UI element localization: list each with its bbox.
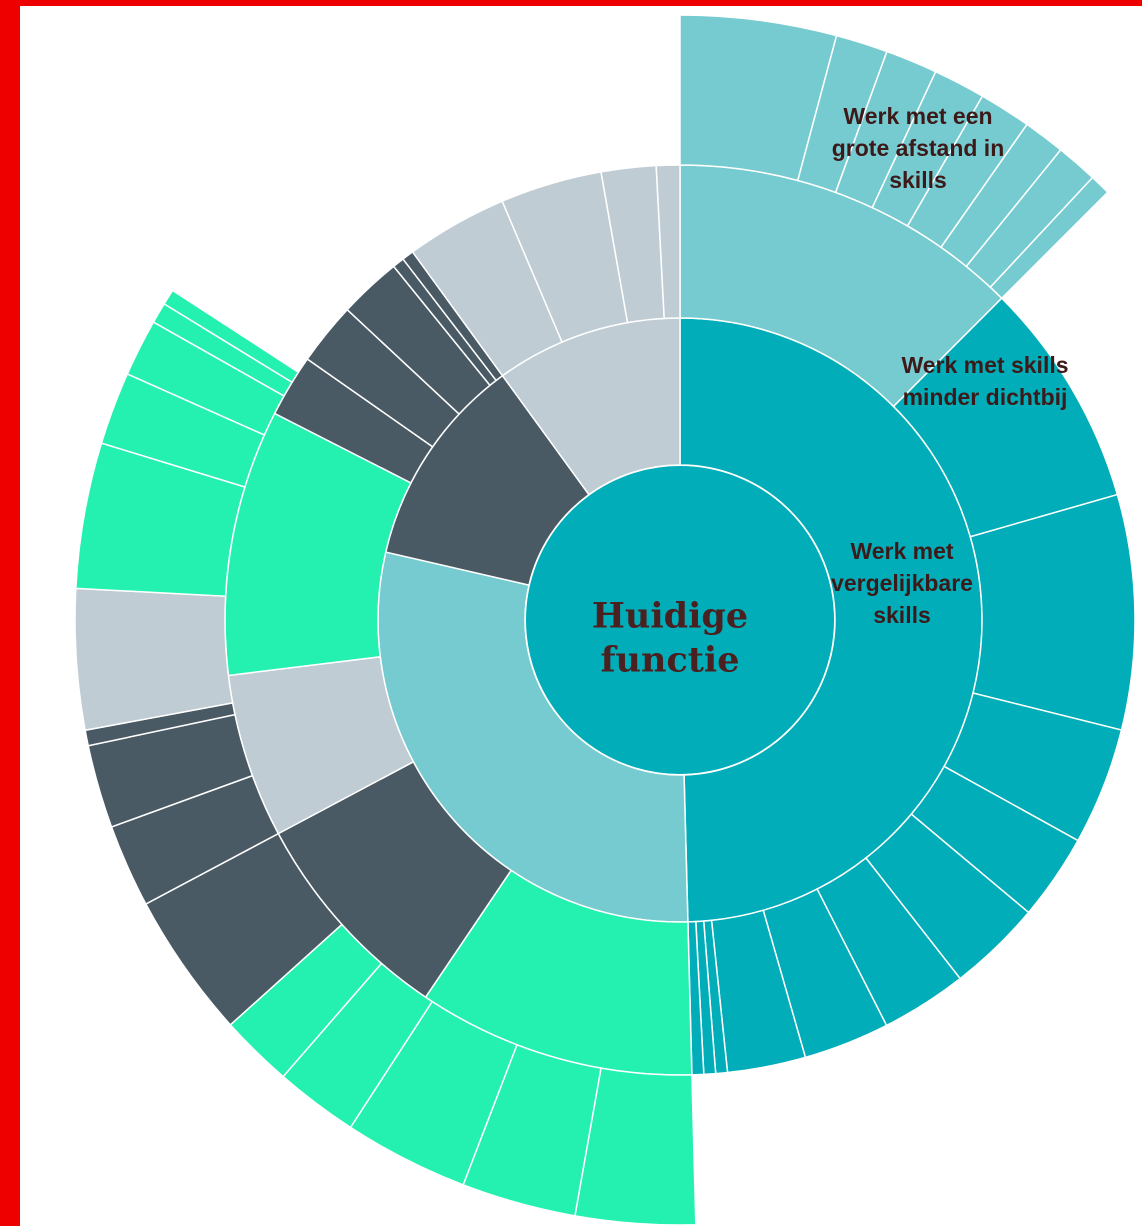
segment-label-line: Werk met skills [901,352,1068,378]
segments-layer [74,14,1136,1226]
center-label-line: Huidige [592,596,748,637]
center-label-line: functie [601,640,740,681]
segment-label-line: skills [889,167,947,193]
segment-label: Werk met vergelijkbare skills [831,538,973,628]
segment-label-line: minder dichtbij [903,384,1068,410]
segment-label: Werk met een grote afstand in skills [832,103,1005,193]
segment-label: Werk met skills minder dichtbij [901,352,1068,410]
segment-label-line: Werk met een [843,103,992,129]
segment-level2[interactable] [655,164,681,320]
segment-label-line: skills [873,602,931,628]
segment-level2[interactable] [969,493,1136,731]
labels-layer: Huidige functie Werk met vergelijkbare skill… [592,103,1069,680]
segment-label-line: vergelijkbare [831,570,973,596]
segment-level3[interactable] [989,176,1109,300]
center-label: Huidige functie [592,596,748,681]
segment-label-line: grote afstand in [832,135,1005,161]
segment-label-line: Werk met [850,538,953,564]
segment-level3[interactable] [163,289,300,384]
